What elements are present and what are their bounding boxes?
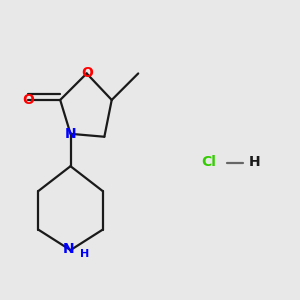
Text: H: H xyxy=(80,249,89,259)
Text: O: O xyxy=(22,93,34,107)
Text: H: H xyxy=(249,155,260,169)
Text: O: O xyxy=(81,66,93,80)
Text: N: N xyxy=(63,242,75,256)
Text: Cl: Cl xyxy=(202,155,216,169)
Text: N: N xyxy=(65,127,76,141)
